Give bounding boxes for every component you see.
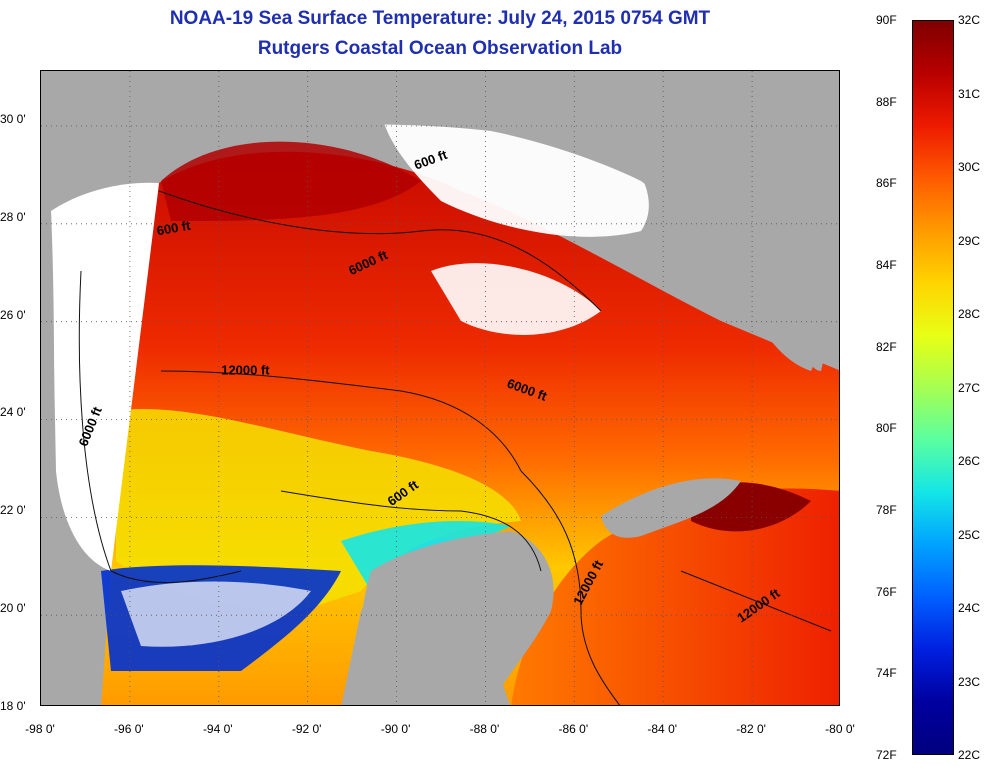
colorbar-celsius-label: 23C <box>958 674 981 689</box>
y-tick-label: 26 0' <box>0 307 26 322</box>
y-tick-label: 28 0' <box>0 209 26 224</box>
y-tick-label: 24 0' <box>0 405 26 420</box>
x-tick-label: -96 0' <box>114 722 144 736</box>
yucatan-land <box>358 531 554 705</box>
caribbean-sst-field <box>511 488 839 705</box>
us-gulf-coast-land <box>41 71 839 371</box>
colorbar-fahrenheit-label: 80F <box>876 421 897 436</box>
colorbar-celsius-label: 24C <box>958 601 981 615</box>
x-tick-label: -90 0' <box>380 722 411 736</box>
bathymetry-contours <box>78 190 832 705</box>
colorbar-fahrenheit-label: 86F <box>876 176 897 191</box>
colorbar-fahrenheit-label: 72F <box>876 748 897 762</box>
colorbar-celsius-label: 22C <box>958 748 981 762</box>
colorbar-celsius-label: 30C <box>958 160 981 174</box>
sst-map[interactable]: 600 ft 600 ft 6000 ft 12000 ft 6000 ft 6000 f… <box>40 70 840 706</box>
x-tick-label: -94 0' <box>202 722 233 736</box>
colorbar-fahrenheit-label: 76F <box>876 584 897 599</box>
colorbar-fahrenheit-label: 90F <box>876 13 897 27</box>
x-tick-label: -86 0' <box>558 722 589 736</box>
y-tick-label: 22 0' <box>0 503 26 518</box>
colorbar-fahrenheit-label: 74F <box>876 666 897 681</box>
y-tick-label: 18 0' <box>0 699 26 713</box>
x-tick-label: -98 0' <box>25 722 55 736</box>
colorbar-celsius-label: 25C <box>958 527 981 542</box>
x-tick-label: -84 0' <box>647 722 678 736</box>
cloud-patch-southwest <box>121 581 311 647</box>
colorbar-celsius-label: 31C <box>958 86 981 101</box>
y-tick-label: 30 0' <box>0 111 26 126</box>
colorbar-celsius-label: 27C <box>958 380 981 395</box>
x-tick-label: -82 0' <box>736 722 766 736</box>
lat-lon-grid <box>41 71 839 705</box>
x-tick-label: -88 0' <box>469 722 500 736</box>
florida-peninsula <box>753 101 837 371</box>
contour-label: 600 ft <box>156 218 193 239</box>
x-tick-label: -92 0' <box>291 722 322 736</box>
cloud-patch-central <box>431 263 601 335</box>
colorbar-celsius-label: 26C <box>958 454 981 468</box>
contour-label: 12000 ft <box>221 362 270 377</box>
colorbar-fahrenheit-label: 78F <box>876 503 897 517</box>
western-no-data <box>51 182 159 571</box>
colorbar-celsius-label: 32C <box>958 13 981 27</box>
mexico-land-west <box>41 181 101 705</box>
central-cool-zone <box>116 409 521 611</box>
temperature-colorbar <box>912 20 954 755</box>
colorbar-celsius-label: 29C <box>958 233 981 248</box>
y-tick-label: 20 0' <box>0 601 26 616</box>
colorbar-fahrenheit-label: 82F <box>876 339 897 354</box>
colorbar-celsius-label: 28C <box>958 307 981 321</box>
cuba-land <box>601 478 741 538</box>
x-tick-label: -80 0' <box>825 722 855 736</box>
map-subtitle: Rutgers Coastal Ocean Observation Lab <box>257 38 623 59</box>
colorbar-fahrenheit-label: 84F <box>876 258 897 272</box>
map-title: NOAA-19 Sea Surface Temperature: July 24… <box>169 8 711 29</box>
colorbar-fahrenheit-label: 88F <box>876 94 897 109</box>
northern-warm-core <box>161 141 421 221</box>
